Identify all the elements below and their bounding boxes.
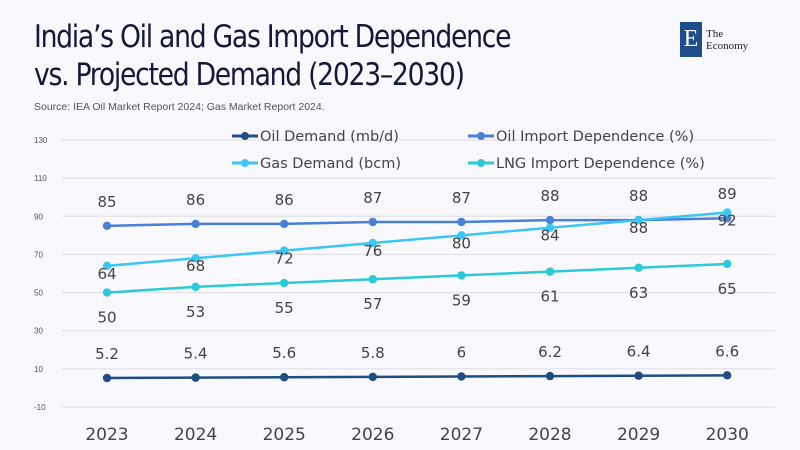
data-point <box>457 372 466 381</box>
data-point <box>368 275 377 284</box>
y-tick-label: 10 <box>34 365 43 374</box>
y-tick-label: 30 <box>34 327 43 336</box>
y-tick-label: 110 <box>34 174 47 183</box>
data-point <box>280 278 289 288</box>
data-point <box>723 208 732 217</box>
data-label: 68 <box>186 257 205 275</box>
data-label: 72 <box>275 250 294 268</box>
data-point <box>723 371 732 380</box>
data-label: 65 <box>718 280 737 298</box>
legend-marker <box>477 159 485 167</box>
the-economy-logo: E The Economy <box>680 22 748 57</box>
x-tick-label: 2028 <box>528 425 571 445</box>
y-tick-label: -10 <box>34 403 46 412</box>
data-point <box>368 217 377 227</box>
x-tick-label: 2023 <box>85 425 128 445</box>
data-point <box>723 259 732 269</box>
y-tick-label: 90 <box>34 212 43 221</box>
data-point <box>102 288 112 297</box>
y-tick-label: 130 <box>34 136 48 145</box>
data-point <box>545 223 555 232</box>
data-label: 6 <box>457 343 467 361</box>
data-label: 92 <box>718 211 737 229</box>
x-tick-label: 2030 <box>706 425 749 445</box>
data-point <box>457 217 466 227</box>
source-note: Source: IEA Oil Market Report 2024; Gas … <box>34 101 325 113</box>
legend-marker <box>477 132 485 140</box>
legend-label: Oil Import Dependence (%) <box>496 129 694 145</box>
data-label: 53 <box>186 303 205 321</box>
data-label: 57 <box>363 295 382 313</box>
series-line-0 <box>106 374 728 380</box>
data-point <box>191 219 200 229</box>
data-label: 87 <box>452 189 471 207</box>
chart-title: India’s Oil and Gas Import Dependence vs… <box>34 18 567 94</box>
data-label: 6.4 <box>627 343 651 361</box>
data-label: 63 <box>629 284 648 302</box>
data-label: 61 <box>540 288 559 306</box>
legend-marker <box>241 132 249 140</box>
title-line-1: India’s Oil and Gas Import Dependence <box>34 19 511 55</box>
data-point <box>191 282 200 292</box>
legend-marker <box>241 159 249 167</box>
data-label: 88 <box>540 187 559 205</box>
x-tick-label: 2026 <box>351 425 394 445</box>
data-point <box>634 215 643 225</box>
logo-line-1: The <box>706 27 724 40</box>
data-point <box>634 371 643 380</box>
data-point <box>368 372 377 382</box>
data-label: 86 <box>275 191 294 209</box>
data-label: 5.2 <box>95 345 119 363</box>
data-point <box>634 263 643 272</box>
data-point <box>191 373 200 382</box>
data-point <box>545 267 555 276</box>
data-point <box>280 373 289 382</box>
y-tick-label: 50 <box>34 289 43 298</box>
series-line-1 <box>106 216 728 228</box>
legend-label: Oil Demand (mb/d) <box>260 129 399 145</box>
data-label: 50 <box>97 309 116 327</box>
x-tick-label: 2024 <box>174 425 217 445</box>
data-point <box>102 373 112 383</box>
data-point <box>102 221 112 231</box>
data-label: 80 <box>452 234 471 252</box>
data-label: 76 <box>363 242 382 260</box>
data-point <box>545 371 555 381</box>
series-line-2 <box>106 211 728 268</box>
data-label: 89 <box>718 185 737 203</box>
x-tick-label: 2029 <box>617 425 660 445</box>
data-label: 55 <box>275 299 294 317</box>
data-label: 6.6 <box>715 342 739 360</box>
data-label: 5.4 <box>184 345 208 363</box>
data-point <box>280 246 289 255</box>
data-point <box>545 215 555 225</box>
y-tick-label: 70 <box>34 250 43 259</box>
data-label: 59 <box>452 291 471 309</box>
data-label: 86 <box>186 191 205 209</box>
x-tick-label: 2025 <box>263 425 306 445</box>
data-label: 88 <box>629 219 648 237</box>
data-label: 5.6 <box>272 344 296 362</box>
data-point <box>457 231 466 240</box>
data-label: 64 <box>97 265 116 283</box>
data-point <box>191 254 200 263</box>
data-point <box>457 271 466 280</box>
data-point <box>102 261 112 271</box>
data-label: 87 <box>363 189 382 207</box>
data-label: 5.8 <box>361 344 385 362</box>
data-label: 88 <box>629 187 648 205</box>
title-line-2: vs. Projected Demand (2023–2030) <box>34 57 465 93</box>
logo-line-2: Economy <box>706 39 749 52</box>
x-tick-label: 2027 <box>440 425 483 445</box>
data-point <box>368 238 377 248</box>
legend-label: Gas Demand (bcm) <box>260 156 401 172</box>
series-line-3 <box>106 262 728 294</box>
data-label: 85 <box>97 193 116 211</box>
data-point <box>280 219 289 229</box>
data-label: 84 <box>540 227 559 245</box>
legend-label: LNG Import Dependence (%) <box>496 156 705 172</box>
data-label: 6.2 <box>538 343 562 361</box>
logo-mark: E <box>680 22 702 57</box>
